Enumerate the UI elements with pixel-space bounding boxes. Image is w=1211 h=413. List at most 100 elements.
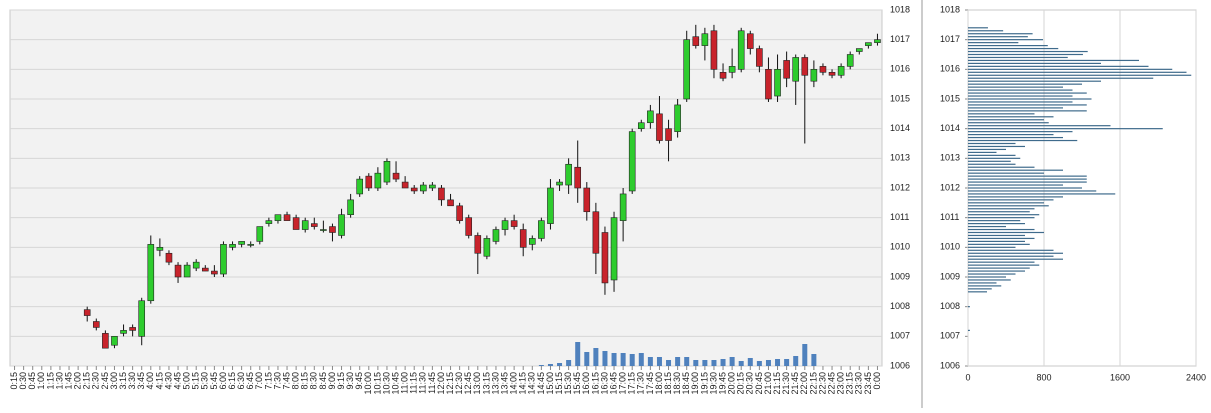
candle-body — [547, 187, 554, 224]
candle-body — [447, 199, 454, 207]
y-tick-label: 1014 — [940, 123, 960, 133]
x-tick-label: 22:00 — [799, 372, 809, 395]
candle-body — [156, 247, 164, 251]
y-tick-label: 1017 — [890, 34, 910, 44]
x-tick-label: 2:45 — [100, 372, 110, 390]
x-tick-label: 21:00 — [763, 372, 773, 395]
bar — [968, 285, 1002, 287]
bar — [968, 175, 1087, 177]
x-tick-label: 1600 — [1110, 372, 1130, 382]
x-tick-label: 21:45 — [790, 372, 800, 395]
volume-bar — [720, 359, 726, 366]
bar — [968, 151, 997, 153]
x-tick-label: 12:00 — [436, 372, 446, 395]
candle-body — [801, 57, 809, 76]
bar — [968, 282, 997, 284]
candle-body — [656, 113, 663, 141]
bar — [968, 306, 970, 308]
x-tick-label: 20:30 — [745, 372, 755, 395]
bar — [968, 184, 1063, 186]
candle-body — [356, 178, 364, 195]
x-tick-label: 5:00 — [182, 372, 192, 390]
x-tick-label: 3:30 — [127, 372, 137, 390]
candle-body — [274, 214, 282, 221]
volume-bar — [765, 360, 771, 366]
x-tick-label: 10:00 — [363, 372, 373, 395]
bar — [968, 30, 1004, 32]
x-tick-label: 6:30 — [236, 372, 246, 390]
bar — [968, 160, 1011, 162]
x-tick-label: 20:00 — [727, 372, 737, 395]
volume-bar — [747, 358, 753, 366]
y-tick-label: 1018 — [890, 4, 910, 14]
x-tick-label: 3:15 — [118, 372, 128, 390]
bar — [968, 104, 1087, 106]
bar — [968, 154, 1016, 156]
bar — [968, 267, 1030, 269]
y-tick-label: 1015 — [890, 93, 910, 103]
candle-body — [238, 241, 245, 245]
x-tick-label: 23:45 — [863, 372, 873, 395]
x-tick-label: 8:15 — [300, 372, 310, 390]
bar — [968, 202, 1044, 204]
x-tick-label: 17:30 — [636, 372, 646, 395]
bar — [968, 95, 1073, 97]
y-tick-label: 1010 — [940, 242, 960, 252]
bar — [968, 228, 1035, 231]
y-tick-label: 1007 — [890, 331, 910, 341]
volume-bar — [647, 357, 653, 366]
candle-body — [746, 33, 754, 49]
bar — [968, 264, 1040, 266]
x-tick-label: 1:15 — [45, 372, 55, 390]
y-tick-label: 1012 — [890, 182, 910, 192]
bar — [968, 27, 988, 29]
candle-body — [492, 229, 500, 242]
candle-body — [147, 244, 155, 302]
candle-body — [338, 214, 345, 236]
x-tick-label: 3:00 — [109, 372, 119, 390]
bar — [968, 128, 1163, 130]
x-tick-label: 0:30 — [18, 372, 28, 390]
y-tick-label: 1009 — [940, 271, 960, 281]
candle-body — [719, 72, 727, 79]
x-tick-label: 18:30 — [672, 372, 682, 395]
x-tick-label: 4:30 — [163, 372, 173, 390]
bar — [968, 231, 1044, 234]
candle-body — [265, 220, 273, 224]
bar — [968, 119, 1044, 121]
x-tick-label: 18:00 — [654, 372, 664, 395]
x-tick-label: 21:15 — [772, 372, 782, 395]
candle-body — [474, 235, 482, 254]
candle-body — [647, 110, 654, 124]
bar — [968, 237, 1035, 240]
x-tick-label: 11:30 — [418, 372, 428, 394]
candle-body — [410, 187, 418, 192]
candle-body — [347, 199, 354, 216]
x-tick-label: 22:15 — [808, 372, 818, 395]
x-tick-label: 4:45 — [172, 372, 182, 390]
bar — [968, 80, 1101, 82]
candle-body — [792, 57, 800, 82]
x-tick-label: 0 — [965, 372, 970, 382]
x-tick-label: 9:00 — [327, 372, 337, 390]
candle-body — [628, 131, 636, 192]
x-tick-label: 17:15 — [627, 372, 637, 395]
bar — [968, 74, 1192, 76]
candle-body — [211, 270, 218, 275]
y-tick-label: 1009 — [890, 271, 910, 281]
candle-body — [574, 166, 582, 189]
x-tick-label: 1:30 — [54, 372, 64, 390]
bar — [968, 45, 1048, 47]
candle-body — [701, 33, 709, 46]
x-tick-label: 19:15 — [699, 372, 709, 395]
bar — [968, 50, 1088, 53]
candle-body — [438, 187, 445, 201]
candle-body — [183, 264, 191, 278]
candle-body — [92, 321, 100, 328]
volume-bar — [593, 348, 599, 366]
x-tick-label: 15:15 — [554, 372, 564, 395]
x-tick-label: 8:00 — [291, 372, 301, 390]
bar — [968, 249, 1054, 251]
volume-bar — [629, 354, 635, 366]
bar — [968, 223, 1025, 225]
